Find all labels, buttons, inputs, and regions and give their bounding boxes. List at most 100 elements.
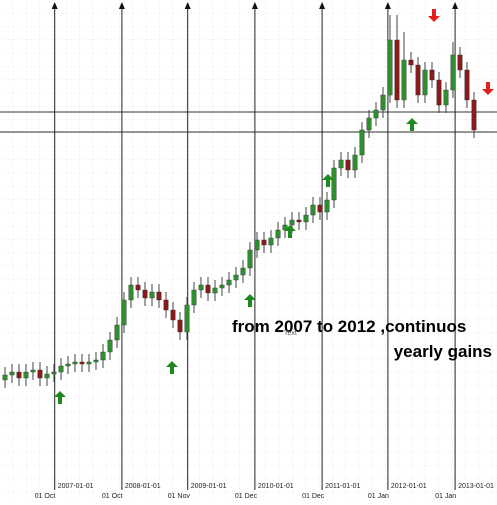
candle-body xyxy=(268,237,274,246)
candle-body xyxy=(471,99,477,131)
candle-body xyxy=(450,54,456,91)
candle-body xyxy=(142,289,148,299)
date-label: 2011-01-01 xyxy=(325,483,360,490)
candle-body xyxy=(37,369,43,379)
candle-body xyxy=(93,359,99,363)
candle-body xyxy=(219,284,225,289)
candle-body xyxy=(128,284,134,301)
date-sublabel: 01 Nov xyxy=(168,493,191,500)
candle-body xyxy=(373,109,379,119)
date-label: 2007-01-01 xyxy=(58,483,94,490)
date-line-arrow xyxy=(452,2,459,9)
candle-body xyxy=(429,69,435,81)
candle-body xyxy=(149,291,155,299)
up-arrow xyxy=(244,294,256,307)
date-sublabel: 01 Oct xyxy=(35,493,56,500)
candle-body xyxy=(331,167,337,201)
up-arrow xyxy=(322,174,334,187)
candle-body xyxy=(233,274,239,281)
candle-body xyxy=(191,289,197,306)
candle-body xyxy=(275,229,281,239)
candle-body xyxy=(289,219,295,226)
candle-body xyxy=(254,239,260,251)
date-sublabel: 01 Oct xyxy=(102,493,123,500)
candle-body xyxy=(9,371,15,376)
candle-body xyxy=(156,291,162,301)
date-label: 2012-01-01 xyxy=(391,483,427,490)
date-label: 2009-01-01 xyxy=(191,483,227,490)
candle-body xyxy=(163,299,169,311)
candle-body xyxy=(121,299,127,326)
candle-body xyxy=(100,351,106,361)
down-arrow xyxy=(482,82,494,95)
candle-body xyxy=(247,249,253,269)
candle-body xyxy=(408,59,414,66)
date-line-arrow xyxy=(184,2,191,9)
date-sublabel: 01 Jan xyxy=(435,493,456,500)
candle-body xyxy=(436,79,442,106)
date-line-arrow xyxy=(384,2,391,9)
candle-body xyxy=(240,267,246,276)
candle-body xyxy=(422,69,428,96)
candle-body xyxy=(261,239,267,246)
candle-body xyxy=(415,64,421,96)
date-sublabel: 01 Jan xyxy=(368,493,389,500)
candle-body xyxy=(296,219,302,223)
candle-body xyxy=(58,365,64,373)
annotation: yearly gains xyxy=(394,342,492,361)
date-label: 2010-01-01 xyxy=(258,483,294,490)
green-arrows xyxy=(54,118,418,404)
candle-body xyxy=(359,129,365,156)
up-arrow xyxy=(166,361,178,374)
candle-body xyxy=(16,371,22,379)
date-label: 2013-01-01 xyxy=(458,483,494,490)
candle-body xyxy=(303,214,309,223)
candle-body xyxy=(184,304,190,333)
candle-body xyxy=(338,159,344,169)
candle-body xyxy=(345,159,351,171)
candle-body xyxy=(86,361,92,365)
candle-body xyxy=(23,371,29,379)
candle-body xyxy=(72,361,78,365)
candle-body xyxy=(366,117,372,131)
candle-body xyxy=(2,374,8,381)
candle-body xyxy=(177,319,183,333)
candle-body xyxy=(107,339,113,353)
candle-body xyxy=(79,361,85,365)
candle-body xyxy=(212,287,218,294)
candle-body xyxy=(30,369,36,373)
up-arrow xyxy=(54,391,66,404)
down-arrow xyxy=(428,9,440,22)
date-sublabel: 01 Dec xyxy=(235,493,258,500)
candle-body xyxy=(387,39,393,96)
up-arrow xyxy=(284,225,296,238)
date-line-arrow xyxy=(118,2,125,9)
candle-body xyxy=(380,94,386,111)
candle-body xyxy=(394,39,400,101)
candle-body xyxy=(324,199,330,213)
candle-body xyxy=(226,279,232,286)
date-line-arrow xyxy=(319,2,326,9)
date-line-arrow xyxy=(51,2,58,9)
up-arrow xyxy=(406,118,418,131)
candle-body xyxy=(352,154,358,171)
candle-body xyxy=(114,324,120,341)
candle-body xyxy=(401,59,407,101)
annotation: from 2007 to 2012 ,continuos xyxy=(232,317,466,336)
red-arrows xyxy=(428,9,494,95)
candle-body xyxy=(317,204,323,213)
candle-body xyxy=(65,363,71,367)
date-label: 2008-01-01 xyxy=(125,483,161,490)
candle-body xyxy=(51,371,57,375)
candle-body xyxy=(170,309,176,321)
candle-body xyxy=(135,284,141,291)
candle-body xyxy=(310,204,316,216)
date-sublabel: 01 Dec xyxy=(302,493,325,500)
annotation: Text xyxy=(284,330,297,337)
candle-body xyxy=(44,373,50,379)
candle-body xyxy=(457,54,463,71)
candle-body xyxy=(198,284,204,291)
candle-body xyxy=(464,69,470,101)
